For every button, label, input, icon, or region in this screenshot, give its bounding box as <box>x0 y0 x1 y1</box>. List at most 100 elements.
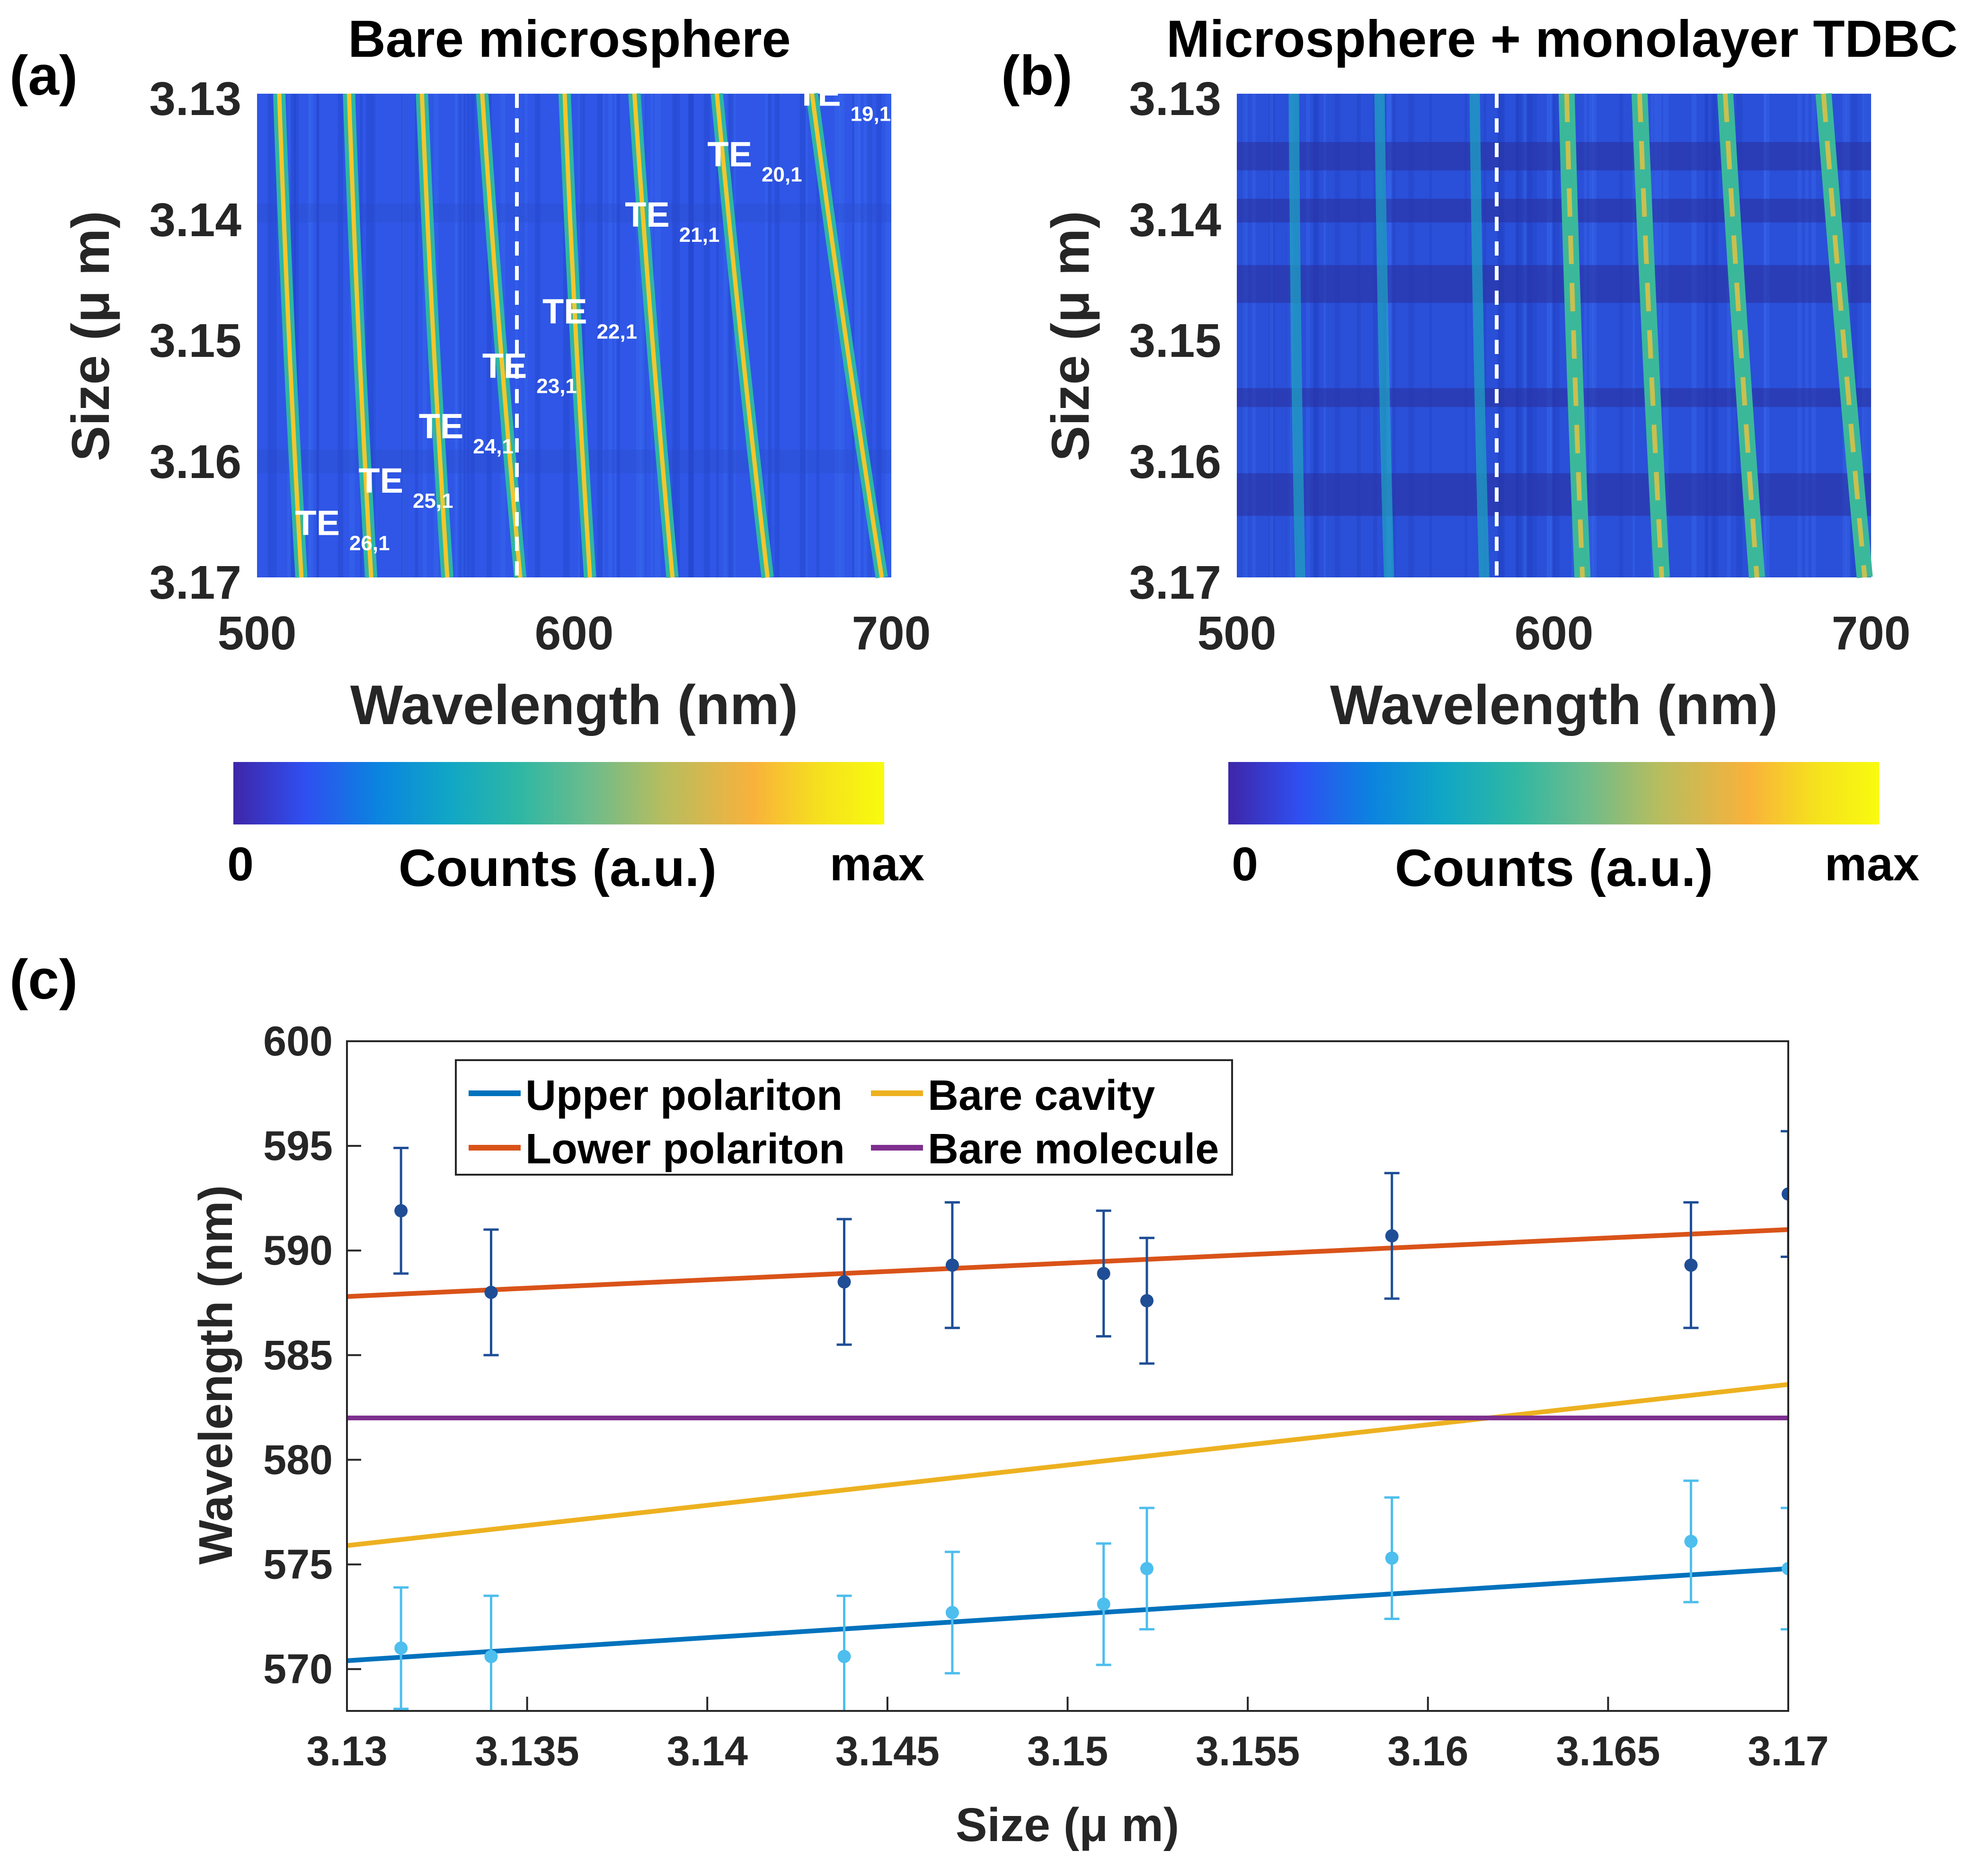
heatmap-streak <box>1862 94 1866 577</box>
data-point <box>484 1650 498 1664</box>
heatmap-streak <box>1497 94 1501 577</box>
heatmap-streak <box>487 94 492 577</box>
mode-curve <box>562 93 592 578</box>
heatmap-streak <box>1522 94 1527 577</box>
panel-a-resonance-modes <box>273 93 888 579</box>
data-point <box>945 1258 959 1272</box>
mode-label: TE 21,1 <box>625 195 719 247</box>
heatmap-streak <box>373 94 377 577</box>
heatmap-streak <box>515 94 518 577</box>
data-point <box>1385 1551 1399 1565</box>
panel-c-y-ticks: 570 575 580 585 590 595 600 <box>263 1018 361 1692</box>
heatmap-streak <box>1373 94 1377 577</box>
x-tick-label: 3.155 <box>1196 1727 1300 1774</box>
x-tick-label: 3.17 <box>1748 1727 1828 1774</box>
heatmap-streak <box>765 94 769 577</box>
x-tick-label: 3.16 <box>1387 1727 1468 1774</box>
mode-curve-glow <box>1469 93 1490 578</box>
heatmap-streak <box>1666 94 1669 577</box>
heatmap-streak <box>805 94 808 577</box>
panel-b-title: Microsphere + monolayer TDBC <box>1166 10 1958 68</box>
heatmap-streak <box>1763 94 1766 577</box>
panel-a-ytick: 3.16 <box>149 435 241 488</box>
heatmap-streak <box>1727 94 1731 577</box>
panel-a-heatmap: TE 26,1 TE 25,1 TE 24,1 TE 23,1 TE 22,1 TE 21,1 TE 20… <box>257 74 891 579</box>
heatmap-streak <box>1592 94 1597 577</box>
y-tick-label: 595 <box>263 1122 333 1169</box>
mode-label-base: TE <box>295 504 340 543</box>
mode-curve <box>810 93 884 578</box>
mode-curve <box>1722 93 1759 578</box>
panel-b-resonance-modes <box>1288 93 1873 578</box>
mode-label-subscript: 23,1 <box>536 374 577 398</box>
panel-a-xtick: 600 <box>535 607 614 660</box>
heatmap-band <box>1237 142 1871 170</box>
panel-c-lines <box>347 1227 1788 1663</box>
panel-a-colorbar-gradient <box>233 762 884 824</box>
heatmap-streak <box>1357 94 1361 577</box>
heatmap-streak <box>868 94 872 577</box>
mode-curve <box>1821 93 1867 578</box>
heatmap-streak <box>467 94 470 577</box>
data-point <box>1140 1562 1154 1576</box>
heatmap-streak <box>1306 94 1310 577</box>
series-line-bare-cavity <box>347 1382 1788 1548</box>
data-point <box>1684 1258 1698 1272</box>
panel-a-colorbar-label: Counts (a.u.) <box>399 839 717 897</box>
heatmap-streak <box>852 94 854 577</box>
heatmap-streak <box>1483 94 1487 577</box>
panel-b-letter: (b) <box>1001 44 1073 107</box>
heatmap-streak <box>372 94 376 577</box>
mode-label-base: TE <box>707 134 752 174</box>
heatmap-streak <box>1288 94 1291 577</box>
panel-b-colorbar: 0 Counts (a.u.) max <box>1228 762 1919 897</box>
heatmap-streak <box>1633 94 1635 577</box>
heatmap-streak <box>768 94 772 577</box>
heatmap-streak <box>609 94 612 577</box>
heatmap-streak <box>1705 94 1709 577</box>
heatmap-streak <box>1797 94 1802 577</box>
heatmap-streak <box>614 94 617 577</box>
heatmap-streak <box>1864 94 1870 577</box>
data-point <box>1782 1562 1788 1576</box>
y-tick-label: 580 <box>263 1436 333 1483</box>
panel-a-xtick: 500 <box>218 607 297 660</box>
panel-b-xtick: 700 <box>1832 607 1911 660</box>
heatmap-streak <box>1408 94 1414 577</box>
heatmap-streak <box>672 94 676 577</box>
panel-a-colorbar: 0 Counts (a.u.) max <box>227 762 924 897</box>
heatmap-streak <box>579 94 585 577</box>
y-tick-label: 575 <box>263 1541 333 1587</box>
mode-label: TE 23,1 <box>482 346 577 398</box>
heatmap-streak <box>1515 94 1519 577</box>
y-tick-label: 585 <box>263 1331 333 1378</box>
heatmap-streak <box>858 94 861 577</box>
panel-a-ytick: 3.17 <box>149 556 241 609</box>
heatmap-streak <box>1619 94 1623 577</box>
heatmap-streak <box>1550 94 1553 577</box>
heatmap-streak <box>688 94 694 577</box>
panel-b-colorbar-max: max <box>1825 838 1919 891</box>
heatmap-streak <box>524 94 528 577</box>
heatmap-streak <box>454 94 457 577</box>
mode-curve <box>480 93 523 578</box>
x-tick-label: 3.135 <box>475 1727 579 1774</box>
panel-c-axes-box <box>346 1040 1789 1712</box>
data-point <box>1782 1187 1788 1201</box>
heatmap-streak <box>1589 94 1594 577</box>
panel-b-x-axis: 500 600 700 Wavelength (nm) <box>1198 607 1911 736</box>
legend-label-bare-cavity: Bare cavity <box>928 1072 1155 1119</box>
panel-b-ytick: 3.13 <box>1129 72 1221 125</box>
panel-a-y-axis: 3.13 3.14 3.15 3.16 3.17 Size (μ m) <box>61 72 241 609</box>
heatmap-streak <box>1711 94 1716 577</box>
panel-a-mode-labels: TE 26,1 TE 25,1 TE 24,1 TE 23,1 TE 22,1 TE 21,1 TE 20… <box>295 74 891 555</box>
mode-curve-glow <box>1288 93 1305 578</box>
x-tick-label: 3.15 <box>1027 1727 1108 1774</box>
data-point <box>1140 1294 1154 1308</box>
mode-curve-glow <box>1374 93 1394 578</box>
heatmap-streak <box>876 94 882 577</box>
heatmap-streak <box>863 94 867 577</box>
heatmap-streak <box>799 94 806 577</box>
panel-b-colorbar-min: 0 <box>1232 838 1258 891</box>
panel-c: (c) 3.13 3.135 3.14 3.145 3.15 3.155 3.16 3.165… <box>9 948 1829 1851</box>
